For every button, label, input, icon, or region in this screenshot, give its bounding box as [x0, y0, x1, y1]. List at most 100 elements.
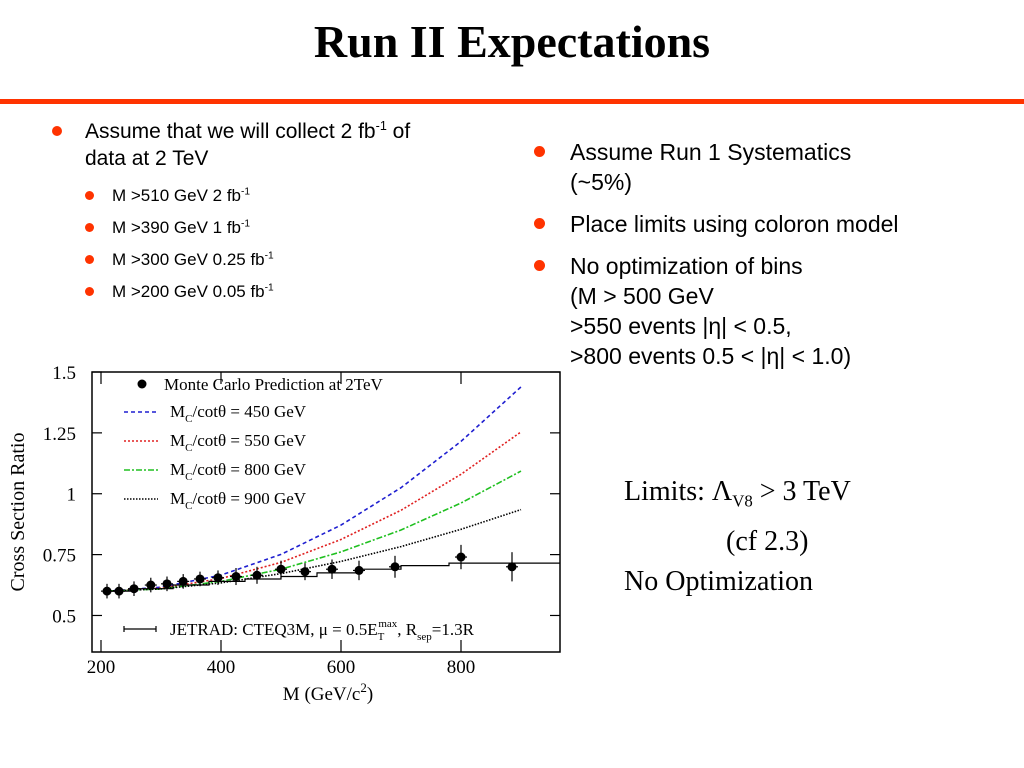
legend-label-sub: C: [185, 413, 192, 425]
theory-label-text: JETRAD: CTEQ3M, μ = 0.5E: [170, 620, 378, 639]
cross-section-chart: 0.5 0.75 1 1.25 1.5 200 400 600 800 Cross Secti…: [7, 363, 561, 705]
x-tick-label: 400: [207, 657, 236, 678]
sub-bullet-text: M >390 GeV 1 fb: [112, 218, 241, 237]
bullet-sup: -1: [375, 119, 387, 133]
bullet-text: >550 events |η| < 0.5,: [570, 313, 792, 339]
right-bullet-list: Assume Run 1 Systematics (~5%) Place limi…: [532, 137, 1012, 383]
bullet-text: >800 events 0.5 < |η| < 1.0): [570, 343, 852, 369]
plot-frame: [91, 371, 561, 653]
y-tick-label: 1.25: [43, 424, 76, 445]
mc-point: [213, 573, 223, 583]
sub-bullet-sup: -1: [241, 218, 251, 230]
bullet-collect-data: Assume that we will collect 2 fb-1 of da…: [50, 118, 520, 172]
bullet-text: Assume that we will collect 2 fb: [85, 120, 376, 143]
y-axis: 0.5 0.75 1 1.25 1.5: [43, 363, 560, 627]
limits-no-optimization: No Optimization: [624, 565, 813, 597]
bullet-dot: [534, 218, 545, 229]
bullet-dot: [85, 191, 94, 200]
legend-label-theory: JETRAD: CTEQ3M, μ = 0.5ETmax, Rsep=1.3R: [170, 618, 475, 643]
sub-bullet-text: M >510 GeV 2 fb: [112, 186, 241, 205]
mc-point: [114, 586, 124, 596]
sub-bullet: M >390 GeV 1 fb-1: [85, 212, 520, 244]
legend-label-series: MC/cotθ = 450 GeV: [170, 402, 307, 425]
bullet-text: Assume Run 1 Systematics: [570, 139, 852, 165]
legend-label-series: MC/cotθ = 800 GeV: [170, 460, 307, 483]
sub-bullet-sup: -1: [241, 186, 251, 198]
series-line: [106, 431, 522, 592]
theory-label-post: =1.3R: [432, 620, 475, 639]
limits-text: > 3 TeV: [752, 476, 851, 507]
limits-cf: (cf 2.3): [726, 525, 809, 557]
mc-point: [129, 584, 139, 594]
x-tick-label: 800: [447, 657, 476, 678]
sub-bullet: M >300 GeV 0.25 fb-1: [85, 244, 520, 276]
mc-point: [300, 567, 310, 577]
slide-title: Run II Expectations: [313, 16, 711, 67]
mc-point: [162, 579, 172, 589]
bullet-dot: [85, 255, 94, 264]
mc-point: [231, 572, 241, 582]
bullet-dot: [52, 126, 62, 136]
limits-box: Limits: ΛV8 > 3 TeV (cf 2.3) No Optimiza…: [624, 472, 1014, 602]
mass-threshold-list: M >510 GeV 2 fb-1 M >390 GeV 1 fb-1 M >3…: [50, 180, 520, 308]
sub-bullet: M >510 GeV 2 fb-1: [85, 180, 520, 212]
x-axis-title: M (GeV/c2): [283, 680, 373, 705]
series-line: [106, 508, 522, 592]
theory-label-sub2: sep: [417, 631, 432, 643]
bullet-dot: [534, 260, 545, 271]
left-bullet-list: Assume that we will collect 2 fb-1 of da…: [50, 118, 520, 308]
legend-label-pre: M: [170, 431, 185, 450]
mc-point: [195, 574, 205, 584]
bullet-coloron: Place limits using coloron model: [532, 209, 1012, 239]
limits-line: Limits: ΛV8 > 3 TeV: [624, 472, 1014, 522]
theory-label-sup: max: [378, 618, 397, 630]
bullet-systematics: Assume Run 1 Systematics (~5%): [532, 137, 1012, 197]
mc-point: [507, 562, 517, 572]
bullet-optimization: No optimization of bins (M > 500 GeV >550 …: [532, 251, 1012, 371]
legend-label-pre: M: [170, 489, 185, 508]
bullet-text-tail: of: [386, 120, 411, 143]
mc-point: [327, 564, 337, 574]
bullet-text: No optimization of bins: [570, 253, 803, 279]
mc-point: [178, 576, 188, 586]
mc-point: [354, 565, 364, 575]
bullet-text: (M > 500 GeV: [570, 283, 714, 309]
bullet-dot: [85, 223, 94, 232]
bullet-text: (~5%): [570, 169, 632, 195]
bullet-dot: [534, 146, 545, 157]
legend-label-post: /cotθ = 550 GeV: [192, 431, 306, 450]
x-axis-title-close: ): [367, 684, 373, 705]
legend-label-pre: M: [170, 460, 185, 479]
x-tick-label: 200: [87, 657, 116, 678]
sub-bullet-text: M >300 GeV 0.25 fb: [112, 250, 265, 269]
legend-label-pre: M: [170, 402, 185, 421]
mc-point: [252, 570, 262, 580]
bullet-dot: [85, 287, 94, 296]
sub-bullet-text: M >200 GeV 0.05 fb: [112, 282, 265, 301]
legend-marker-points: [137, 379, 147, 389]
limits-sub: V8: [732, 491, 753, 511]
limits-text: Limits: Λ: [624, 476, 733, 507]
legend-label-series: MC/cotθ = 900 GeV: [170, 489, 307, 512]
mc-point: [456, 552, 466, 562]
legend-label-points: Monte Carlo Prediction at 2TeV: [164, 375, 384, 394]
legend-label-series: MC/cotθ = 550 GeV: [170, 431, 307, 454]
theory-label-sub: T: [378, 631, 385, 643]
title-divider: [0, 99, 1024, 104]
legend-label-post: /cotθ = 900 GeV: [192, 489, 306, 508]
y-tick-label: 0.75: [43, 546, 76, 567]
mc-point: [146, 580, 156, 590]
x-axis-title-text: M (GeV/c: [283, 684, 361, 705]
x-axis: 200 400 600 800: [87, 372, 476, 678]
sub-bullet: M >200 GeV 0.05 fb-1: [85, 276, 520, 308]
legend-label-post: /cotθ = 450 GeV: [192, 402, 306, 421]
legend-marker-theory: [123, 626, 157, 632]
mc-point: [390, 562, 400, 572]
mc-point: [102, 586, 112, 596]
chart-legend: Monte Carlo Prediction at 2TeV MC/cotθ =…: [123, 375, 475, 643]
y-axis-title: Cross Section Ratio: [7, 433, 29, 592]
legend-label-sub: C: [185, 442, 192, 454]
mc-data-points: [101, 544, 518, 599]
bullet-text-line2: data at 2 TeV: [85, 147, 209, 170]
